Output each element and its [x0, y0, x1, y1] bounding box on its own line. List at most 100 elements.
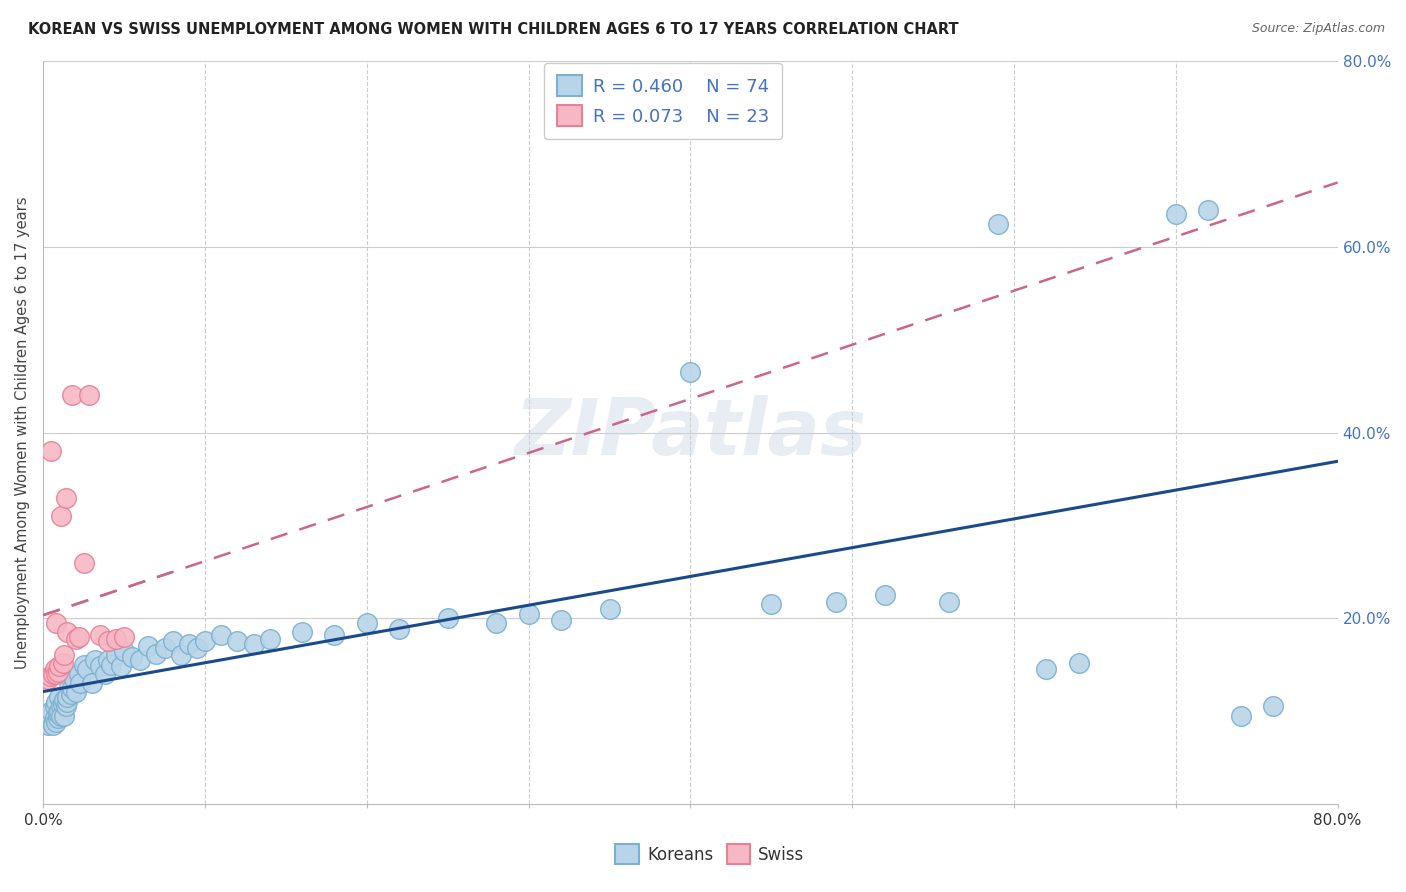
Point [77, 388, 100, 402]
Point [53, 693, 76, 707]
Point [55, 491, 77, 505]
Point [177, 637, 200, 651]
Point [39, 444, 62, 458]
Point [162, 634, 184, 648]
Legend: Koreans, Swiss: Koreans, Swiss [609, 838, 811, 871]
Point [679, 365, 702, 379]
Point [97, 634, 120, 648]
Point [63, 672, 86, 686]
Point [67, 667, 90, 681]
Point [52, 656, 75, 670]
Point [485, 615, 508, 630]
Point [49, 699, 72, 714]
Point [517, 607, 540, 621]
Point [56, 690, 79, 705]
Legend: R = 0.460    N = 74, R = 0.073    N = 23: R = 0.460 N = 74, R = 0.073 N = 23 [544, 62, 782, 139]
Point [388, 623, 411, 637]
Point [44, 699, 66, 714]
Point [53, 708, 76, 723]
Point [938, 594, 960, 608]
Point [1261, 699, 1284, 714]
Point [186, 640, 208, 655]
Point [48, 704, 70, 718]
Point [194, 634, 217, 648]
Point [67, 630, 90, 644]
Point [46, 711, 69, 725]
Point [48, 690, 70, 705]
Point [291, 625, 314, 640]
Point [44, 662, 66, 676]
Point [97, 653, 120, 667]
Point [93, 667, 115, 681]
Point [226, 634, 249, 648]
Point [49, 509, 72, 524]
Point [1067, 656, 1090, 670]
Point [153, 640, 176, 655]
Point [37, 718, 59, 732]
Point [44, 711, 66, 725]
Point [121, 650, 143, 665]
Y-axis label: Unemployment Among Women with Children Ages 6 to 17 years: Unemployment Among Women with Children A… [15, 196, 30, 669]
Text: KOREAN VS SWISS UNEMPLOYMENT AMONG WOMEN WITH CHILDREN AGES 6 TO 17 YEARS CORREL: KOREAN VS SWISS UNEMPLOYMENT AMONG WOMEN… [28, 22, 959, 37]
Point [761, 597, 783, 611]
Point [42, 718, 65, 732]
Point [76, 662, 98, 676]
Text: Source: ZipAtlas.com: Source: ZipAtlas.com [1251, 22, 1385, 36]
Point [89, 628, 111, 642]
Point [209, 628, 232, 642]
Point [56, 695, 79, 709]
Point [825, 594, 848, 608]
Point [80, 676, 103, 690]
Point [550, 613, 572, 627]
Point [112, 644, 135, 658]
Point [53, 648, 76, 663]
Point [56, 625, 79, 640]
Text: ZIPatlas: ZIPatlas [515, 394, 866, 470]
Point [38, 669, 60, 683]
Point [45, 715, 67, 730]
Point [1229, 708, 1251, 723]
Point [145, 647, 167, 661]
Point [39, 704, 62, 718]
Point [46, 706, 69, 720]
Point [48, 659, 70, 673]
Point [436, 611, 458, 625]
Point [1035, 662, 1057, 676]
Point [170, 648, 193, 663]
Point [39, 708, 62, 723]
Point [58, 676, 80, 690]
Point [987, 217, 1010, 231]
Point [37, 672, 59, 686]
Point [1164, 207, 1187, 221]
Point [59, 687, 82, 701]
Point [138, 639, 160, 653]
Point [89, 659, 111, 673]
Point [129, 653, 152, 667]
Point [45, 695, 67, 709]
Point [1197, 202, 1219, 217]
Point [599, 602, 621, 616]
Point [323, 628, 346, 642]
Point [873, 588, 896, 602]
Point [356, 615, 378, 630]
Point [84, 653, 107, 667]
Point [55, 699, 77, 714]
Point [45, 667, 67, 681]
Point [105, 648, 128, 663]
Point [46, 665, 69, 679]
Point [52, 697, 75, 711]
Point [38, 714, 60, 728]
Point [49, 708, 72, 723]
Point [72, 657, 94, 672]
Point [110, 659, 132, 673]
Point [60, 681, 83, 695]
Point [45, 615, 67, 630]
Point [65, 632, 87, 646]
Point [60, 388, 83, 402]
Point [105, 632, 128, 646]
Point [72, 556, 94, 570]
Point [42, 667, 65, 681]
Point [69, 676, 91, 690]
Point [65, 685, 87, 699]
Point [112, 630, 135, 644]
